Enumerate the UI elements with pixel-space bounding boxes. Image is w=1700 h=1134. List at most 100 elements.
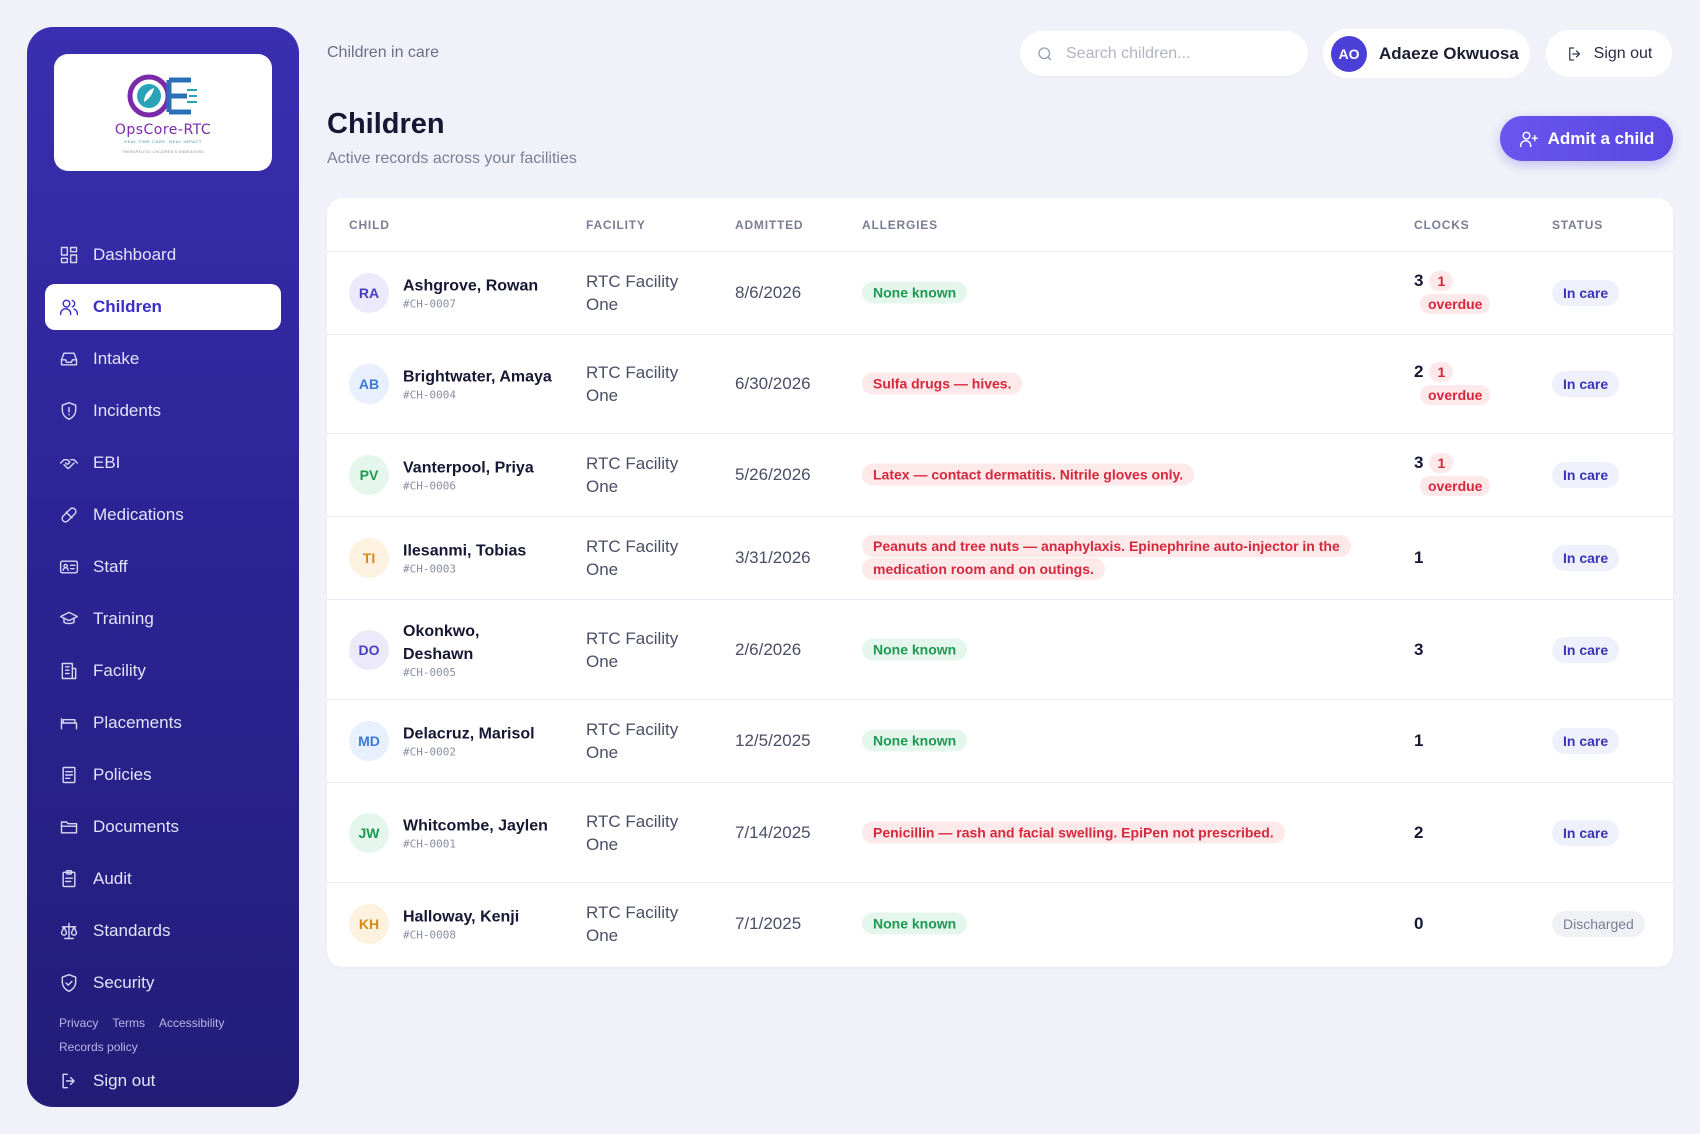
sidebar-item-label: Placements xyxy=(93,713,182,732)
child-name[interactable]: Ashgrove, Rowan xyxy=(403,277,539,295)
sidebar-item-label: Medications xyxy=(93,505,184,524)
column-header-child[interactable]: CHILD xyxy=(349,218,390,232)
sidebar-item-intake[interactable]: Intake xyxy=(45,336,281,382)
allergy-cell: None known xyxy=(862,912,1342,936)
column-header-admitted[interactable]: ADMITTED xyxy=(735,218,804,232)
sidebar-item-security[interactable]: Security xyxy=(45,960,281,1006)
child-id: #CH-0004 xyxy=(403,388,456,402)
column-header-clocks[interactable]: CLOCKS xyxy=(1414,218,1470,232)
child-name[interactable]: Vanterpool, Priya xyxy=(403,459,534,477)
id-card-icon xyxy=(59,557,79,577)
sidebar-item-children[interactable]: Children xyxy=(45,284,281,330)
logo-tagline: REAL TIME CARE. REAL IMPACT xyxy=(124,138,202,144)
sidebar-item-ebi[interactable]: EBI xyxy=(45,440,281,486)
sidebar-signout-button[interactable]: Sign out xyxy=(59,1071,155,1091)
user-menu[interactable]: AO Adaeze Okwuosa xyxy=(1323,29,1530,78)
table-row[interactable]: RA Ashgrove, Rowan #CH-0007 RTC Facility On… xyxy=(327,252,1673,335)
status-badge: In care xyxy=(1552,280,1620,306)
clocks-count: 2 xyxy=(1414,822,1424,842)
sidebar-item-standards[interactable]: Standards xyxy=(45,908,281,954)
sidebar-item-staff[interactable]: Staff xyxy=(45,544,281,590)
allergy-badge: Latex — contact dermatitis. Nitrile glov… xyxy=(862,463,1195,486)
admitted-cell: 2/6/2026 xyxy=(735,639,802,659)
sidebar-item-medications[interactable]: Medications xyxy=(45,492,281,538)
admit-child-label: Admit a child xyxy=(1547,128,1655,148)
child-name-cell[interactable]: Delacruz, Marisol #CH-0002 xyxy=(403,723,553,760)
admitted-cell: 8/6/2026 xyxy=(735,283,802,302)
column-header-allergies[interactable]: ALLERGIES xyxy=(862,218,938,232)
sidebar-item-facility[interactable]: Facility xyxy=(45,648,281,694)
child-name[interactable]: Brightwater, Amaya xyxy=(403,368,552,386)
child-name-cell[interactable]: Brightwater, Amaya #CH-0004 xyxy=(403,366,553,403)
table-row[interactable]: JW Whitcombe, Jaylen #CH-0001 RTC Facility … xyxy=(327,783,1673,883)
child-id: #CH-0002 xyxy=(403,745,456,759)
table-row[interactable]: KH Halloway, Kenji #CH-0008 RTC Facility On… xyxy=(327,883,1673,965)
signout-button[interactable]: Sign out xyxy=(1546,30,1672,77)
child-name[interactable]: Delacruz, Marisol xyxy=(403,725,535,743)
sidebar-item-label: Children xyxy=(93,297,162,316)
admit-child-button[interactable]: Admit a child xyxy=(1500,116,1673,161)
app-logo[interactable]: OpsCore-RTC REAL TIME CARE. REAL IMPACT … xyxy=(54,54,272,171)
clocks-cell: 1 xyxy=(1414,731,1494,751)
sidebar-item-audit[interactable]: Audit xyxy=(45,856,281,902)
facility-cell: RTC Facility One xyxy=(586,272,679,314)
children-table: CHILD FACILITY ADMITTED ALLERGIES CLOCKS… xyxy=(327,198,1673,967)
child-id: #CH-0006 xyxy=(403,479,456,493)
status-cell: In care xyxy=(1552,728,1620,754)
scale-icon xyxy=(59,921,79,941)
status-cell: In care xyxy=(1552,280,1620,306)
sidebar-item-documents[interactable]: Documents xyxy=(45,804,281,850)
overdue-badge: 1 overdue xyxy=(1420,271,1491,314)
privacy-link[interactable]: Privacy xyxy=(59,1016,99,1030)
records-policy-link[interactable]: Records policy xyxy=(59,1040,138,1054)
sidebar-item-placements[interactable]: Placements xyxy=(45,700,281,746)
allergy-cell: Penicillin — rash and facial swelling. E… xyxy=(862,821,1342,844)
column-header-status[interactable]: STATUS xyxy=(1552,218,1604,232)
sidebar-item-incidents[interactable]: Incidents xyxy=(45,388,281,434)
child-name-cell[interactable]: Whitcombe, Jaylen #CH-0001 xyxy=(403,814,553,851)
allergy-cell: Peanuts and tree nuts — anaphylaxis. Epi… xyxy=(862,535,1351,581)
child-name[interactable]: Whitcombe, Jaylen xyxy=(403,817,548,834)
logo-mark-icon xyxy=(127,74,197,117)
clocks-count: 1 xyxy=(1414,548,1424,567)
signout-label: Sign out xyxy=(1593,44,1653,62)
user-name: Adaeze Okwuosa xyxy=(1379,43,1519,63)
admitted-cell: 3/31/2026 xyxy=(735,548,811,567)
allergy-cell: Latex — contact dermatitis. Nitrile glov… xyxy=(862,463,1342,487)
sidebar-item-policies[interactable]: Policies xyxy=(45,752,281,798)
table-row[interactable]: PV Vanterpool, Priya #CH-0006 RTC Facility … xyxy=(327,434,1673,517)
page-title: Children xyxy=(327,108,445,140)
child-avatar: DO xyxy=(349,629,389,670)
status-cell: In care xyxy=(1552,819,1620,846)
accessibility-link[interactable]: Accessibility xyxy=(159,1016,225,1030)
table-row[interactable]: AB Brightwater, Amaya #CH-0004 RTC Facility… xyxy=(327,335,1673,434)
child-avatar: PV xyxy=(349,455,389,495)
logo-name: OpsCore-RTC xyxy=(114,121,212,138)
child-name-cell[interactable]: Vanterpool, Priya #CH-0006 xyxy=(403,457,553,494)
sidebar-item-training[interactable]: Training xyxy=(45,596,281,642)
allergy-cell: None known xyxy=(862,729,1342,753)
child-id: #CH-0001 xyxy=(403,837,456,850)
table-row[interactable]: DO Okonkwo, Deshawn #CH-0005 RTC Facility O… xyxy=(327,600,1673,700)
child-name[interactable]: Ilesanmi, Tobias xyxy=(403,542,527,560)
search-input[interactable] xyxy=(1066,44,1296,63)
child-name-cell[interactable]: Ashgrove, Rowan #CH-0007 xyxy=(403,275,553,312)
column-header-facility[interactable]: FACILITY xyxy=(586,218,646,232)
table-row[interactable]: MD Delacruz, Marisol #CH-0002 RTC Facility … xyxy=(327,700,1673,783)
sidebar-item-label: Audit xyxy=(93,869,132,888)
child-name-cell[interactable]: Okonkwo, Deshawn #CH-0005 xyxy=(403,620,553,680)
child-name-cell[interactable]: Halloway, Kenji #CH-0008 xyxy=(403,906,553,943)
child-name-cell[interactable]: Ilesanmi, Tobias #CH-0003 xyxy=(403,540,553,577)
allergy-badge: None known xyxy=(862,281,968,304)
terms-link[interactable]: Terms xyxy=(112,1016,146,1030)
sidebar-signout-label: Sign out xyxy=(93,1071,156,1090)
status-badge: In care xyxy=(1552,545,1620,571)
admitted-cell: 7/14/2025 xyxy=(735,822,811,842)
sidebar-item-dashboard[interactable]: Dashboard xyxy=(45,232,281,278)
status-cell: In care xyxy=(1552,545,1620,571)
child-name[interactable]: Halloway, Kenji xyxy=(403,908,520,926)
child-name[interactable]: Okonkwo, Deshawn xyxy=(403,622,480,663)
pill-icon xyxy=(59,505,79,525)
table-row[interactable]: TI Ilesanmi, Tobias #CH-0003 RTC Facility O… xyxy=(327,517,1673,600)
